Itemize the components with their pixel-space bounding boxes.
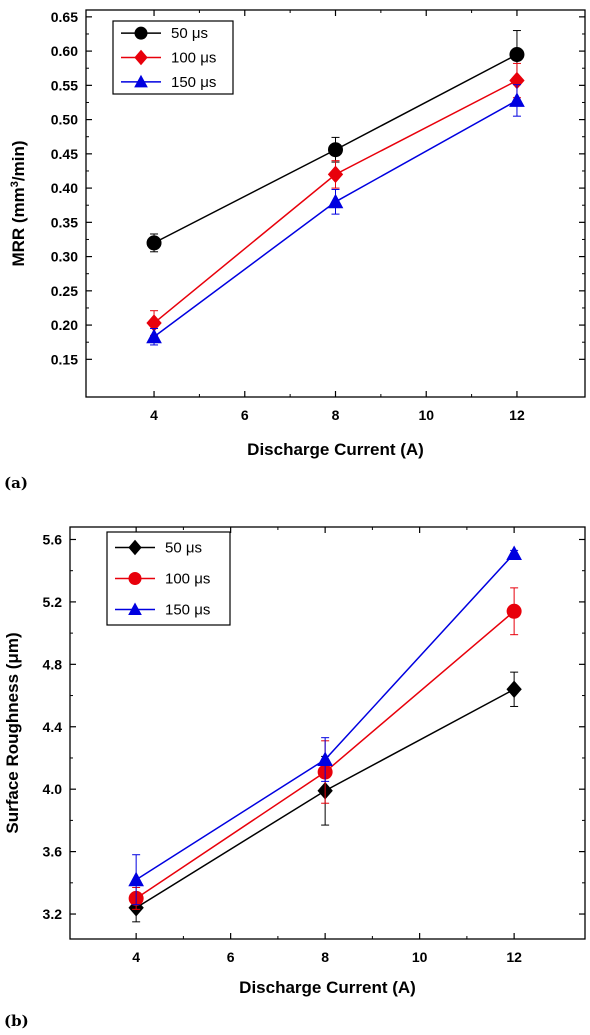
x-tick-label-b: 10: [412, 949, 428, 965]
x-tick-label-b: 8: [321, 949, 329, 965]
data-point-b-2: [506, 545, 522, 561]
y-tick-label-a: 0.20: [51, 317, 78, 333]
legend-marker-b-1: [128, 572, 142, 585]
x-tick-label-b: 6: [227, 949, 235, 965]
data-point-b-0: [506, 680, 522, 699]
x-tick-label-b: 4: [132, 949, 140, 965]
y-tick-label-b: 4.4: [43, 719, 63, 735]
x-axis-label-b: Discharge Current (A): [239, 978, 416, 997]
legend-marker-b-0: [128, 539, 142, 556]
data-point-a-1: [327, 165, 344, 184]
y-tick-label-a: 0.25: [51, 283, 78, 299]
y-tick-label-b: 5.6: [43, 531, 63, 547]
x-axis-label-a: Discharge Current (A): [247, 440, 424, 459]
y-tick-label-a: 0.35: [51, 214, 78, 230]
y-axis-label-a: MRR (mm3/min): [9, 140, 28, 266]
y-tick-label-a: 0.30: [51, 249, 78, 265]
data-point-b-2: [128, 871, 144, 887]
x-tick-label-b: 12: [506, 949, 522, 965]
y-tick-label-b: 4.8: [43, 656, 63, 672]
legend-label-b-0: 50 μs: [165, 540, 202, 557]
legend-marker-a-1: [134, 49, 148, 66]
x-tick-label-a: 10: [418, 407, 434, 423]
data-point-b-1: [506, 603, 522, 619]
data-point-a-2: [146, 328, 162, 344]
y-tick-label-b: 4.0: [43, 781, 63, 797]
y-tick-label-a: 0.45: [51, 146, 78, 162]
y-tick-label-b: 5.2: [43, 594, 63, 610]
x-tick-label-a: 8: [332, 407, 340, 423]
legend-label-b-2: 150 μs: [165, 602, 210, 619]
legend-label-a-0: 50 μs: [171, 25, 208, 42]
data-point-a-0: [328, 142, 343, 158]
legend-marker-a-0: [134, 26, 148, 40]
legend-label-a-2: 150 μs: [171, 74, 216, 91]
y-tick-label-a: 0.40: [51, 180, 78, 196]
legend-label-b-1: 100 μs: [165, 571, 210, 588]
y-tick-label-b: 3.6: [43, 844, 63, 860]
y-tick-label-a: 0.65: [51, 9, 78, 25]
x-tick-label-a: 4: [150, 407, 158, 423]
legend-marker-b-2: [128, 602, 142, 615]
data-point-a-0: [146, 235, 162, 251]
data-point-a-2: [327, 193, 344, 209]
panel-label-b: (b): [4, 1012, 29, 1030]
legend-label-a-1: 100 μs: [171, 50, 216, 67]
y-tick-label-b: 3.2: [43, 906, 63, 922]
legend-marker-a-2: [134, 74, 148, 88]
x-tick-label-a: 12: [509, 407, 525, 423]
data-point-a-0: [509, 47, 525, 63]
panel-label-a: (a): [4, 474, 28, 492]
data-point-b-2: [317, 751, 333, 767]
y-tick-label-a: 0.15: [51, 351, 78, 367]
y-tick-label-a: 0.55: [51, 77, 78, 93]
y-axis-label-b: Surface Roughness (μm): [3, 632, 22, 833]
data-point-a-2: [509, 92, 525, 107]
x-tick-label-a: 6: [241, 407, 249, 423]
plot-frame-b: [69, 526, 586, 940]
y-tick-label-a: 0.60: [51, 43, 78, 59]
series-line-a-2: [153, 99, 518, 338]
y-tick-label-a: 0.50: [51, 112, 78, 128]
